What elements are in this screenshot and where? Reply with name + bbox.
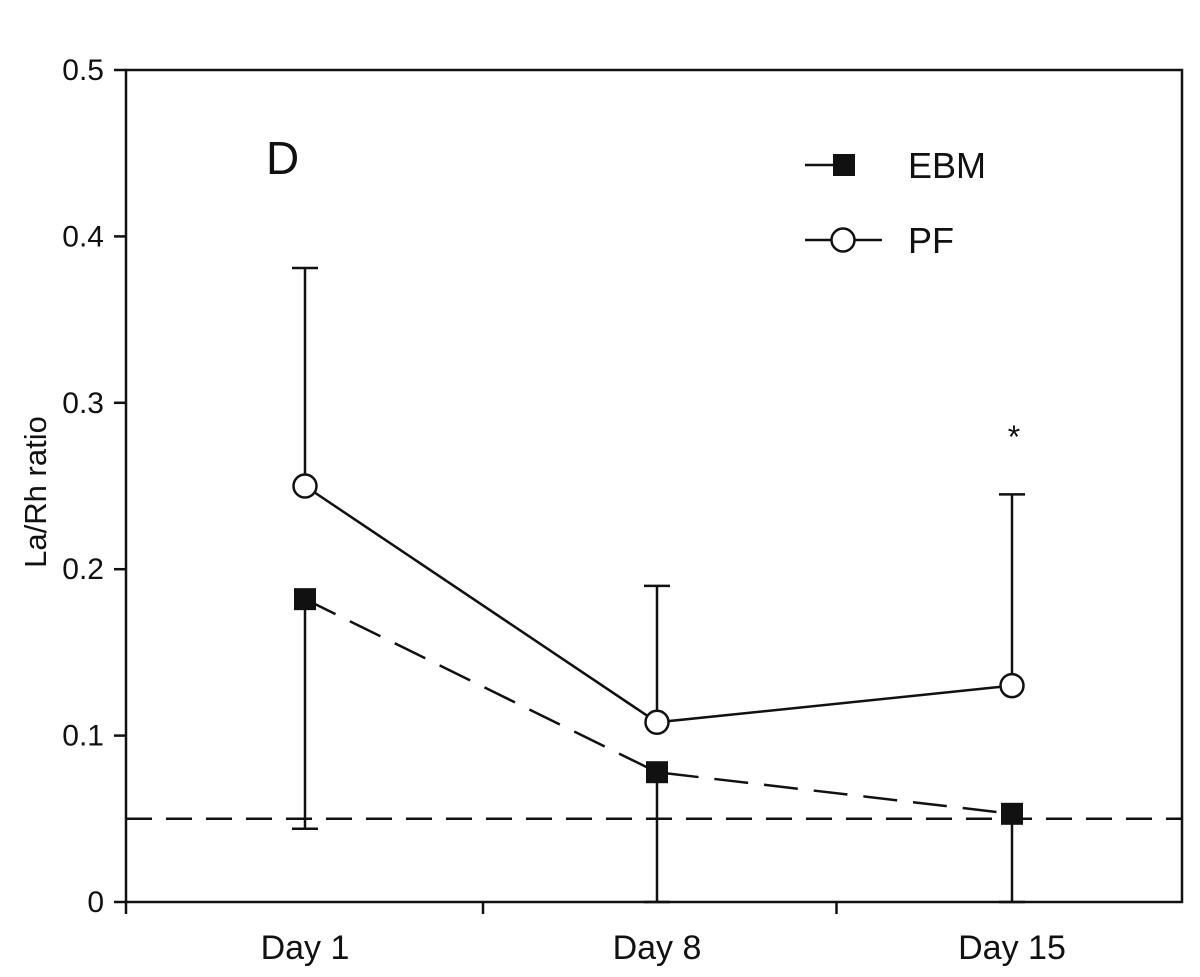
y-tick-label: 0.1 bbox=[62, 720, 104, 753]
x-tick-label: Day 8 bbox=[613, 929, 702, 967]
data-point-pf bbox=[644, 709, 670, 736]
legend-marker-pf bbox=[830, 227, 856, 253]
series-line-ebm bbox=[304, 598, 1013, 816]
significance-asterisk: * bbox=[1008, 419, 1020, 455]
legend-label-pf: PF bbox=[908, 220, 954, 261]
y-tick-label: 0.5 bbox=[62, 54, 104, 87]
y-tick-label: 0.3 bbox=[62, 387, 104, 420]
y-axis-label: La/Rh ratio bbox=[18, 416, 53, 568]
legend-label-ebm: EBM bbox=[908, 145, 986, 186]
x-tick-label: Day 1 bbox=[261, 929, 350, 967]
y-tick-label: 0.4 bbox=[62, 220, 104, 253]
data-point-ebm bbox=[294, 588, 316, 611]
legend-marker-ebm bbox=[833, 154, 855, 176]
series-line-pf bbox=[304, 484, 1013, 724]
data-point-ebm bbox=[646, 761, 668, 784]
data-point-pf bbox=[999, 672, 1025, 699]
panel-label: D bbox=[266, 132, 299, 184]
data-point-pf bbox=[292, 473, 318, 499]
y-tick-label: 0.2 bbox=[62, 553, 104, 586]
data-point-ebm bbox=[1001, 802, 1023, 825]
x-tick-label: Day 15 bbox=[958, 929, 1066, 967]
y-tick-label: 0 bbox=[87, 886, 104, 919]
